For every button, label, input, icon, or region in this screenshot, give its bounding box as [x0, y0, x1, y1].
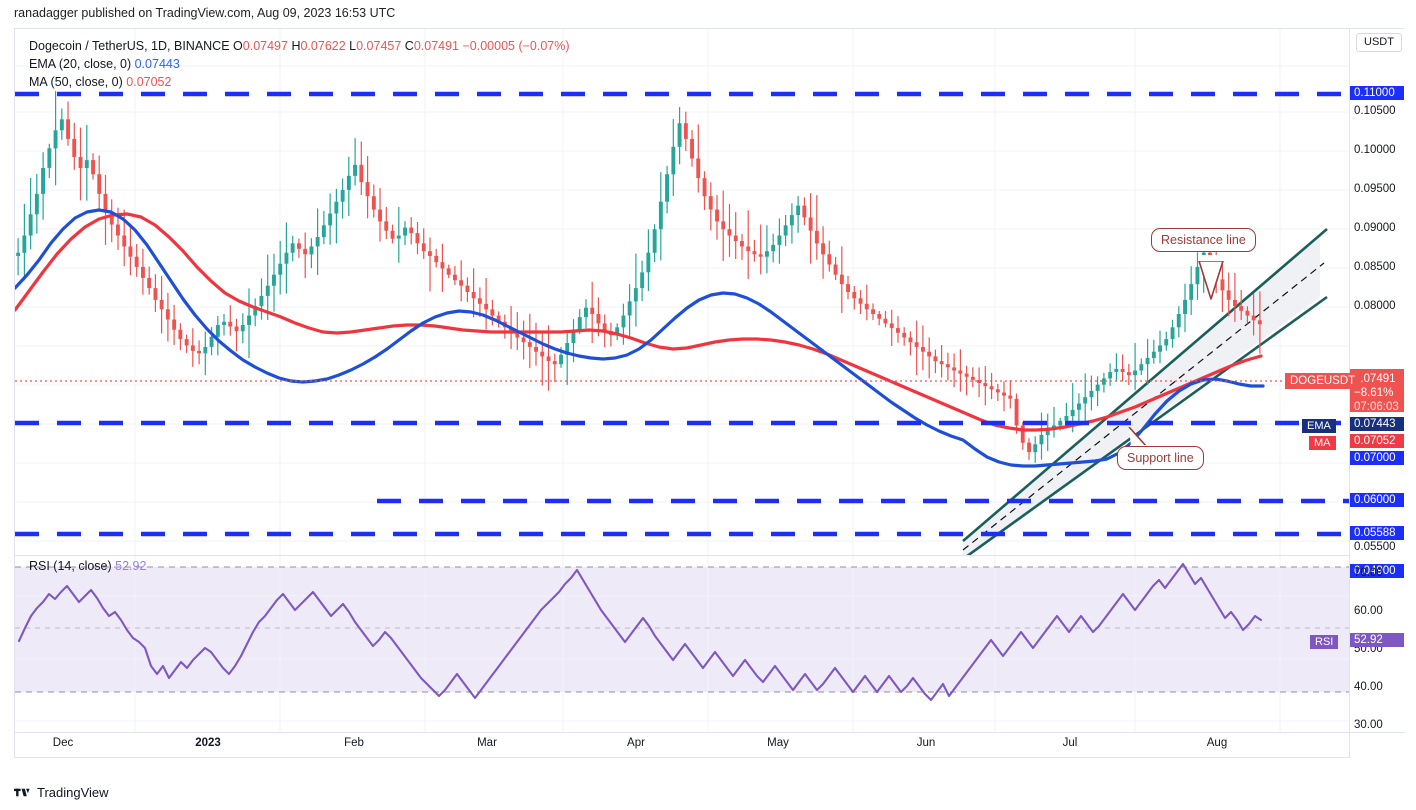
chart-frame: Dogecoin / TetherUS, 1D, BINANCE O0.0749…	[14, 28, 1405, 758]
change-percent: (−0.07%)	[518, 39, 570, 53]
resistance-trendline	[962, 228, 1328, 542]
price-pane[interactable]: Dogecoin / TetherUS, 1D, BINANCE O0.0749…	[15, 29, 1349, 555]
candlestick-series	[16, 91, 1262, 463]
ohlc-high-value: 0.07622	[300, 39, 346, 53]
ohlc-low-label: L	[349, 39, 357, 53]
level-badge-006000: 0.06000	[1350, 493, 1404, 507]
tradingview-logo-icon	[14, 788, 30, 797]
time-axis-separator	[15, 732, 1405, 733]
rsi-tick-1: 60.00	[1354, 605, 1383, 617]
resistance-line-callout-text: Resistance line	[1161, 233, 1246, 247]
ema-tag: EMA	[1302, 419, 1336, 433]
price-tick-1: 0.10000	[1354, 144, 1396, 156]
ohlc-open-label: O	[233, 39, 243, 53]
time-label-aug: Aug	[1206, 737, 1228, 749]
rsi-value-badge: 52.92	[1350, 633, 1404, 647]
ema-value-badge: 0.07443	[1350, 417, 1404, 431]
rsi-legend-label: RSI (14, close)	[29, 559, 112, 573]
ema-legend-label: EMA (20, close, 0)	[29, 57, 132, 71]
change-absolute: −0.00005	[462, 39, 515, 53]
price-plot	[15, 29, 1349, 555]
pane-divider	[15, 555, 1349, 556]
rsi-tag: RSI	[1310, 635, 1339, 649]
level-badge-011000: 0.11000	[1350, 86, 1404, 100]
ohlc-open-value: 0.07497	[242, 39, 288, 53]
attribution-text: ranadagger published on TradingView.com,…	[14, 6, 396, 20]
rsi-pane[interactable]: RSI (14, close) 52.92	[15, 556, 1349, 732]
branding: TradingView	[14, 785, 109, 800]
time-label-mar: Mar	[477, 737, 497, 749]
time-label-apr: Apr	[627, 737, 645, 749]
ma-legend[interactable]: MA (50, close, 0) 0.07052	[29, 75, 171, 89]
level-badge-007000: 0.07000	[1350, 451, 1404, 465]
ma-legend-label: MA (50, close, 0)	[29, 75, 123, 89]
branding-label: TradingView	[37, 785, 109, 800]
support-line-callout-text: Support line	[1127, 451, 1194, 465]
price-tick-3: 0.09000	[1354, 222, 1396, 234]
resistance-callout-pointer	[1198, 255, 1224, 300]
price-tick-partial: 0.05500	[1354, 541, 1396, 553]
ohlc-low-value: 0.07457	[356, 39, 402, 53]
ohlc-close-value: 0.07491	[413, 39, 459, 53]
symbol-title: Dogecoin / TetherUS, 1D, BINANCE	[29, 39, 230, 53]
ma-legend-value: 0.07052	[126, 75, 172, 89]
rsi-legend[interactable]: RSI (14, close) 52.92	[29, 559, 146, 573]
symbol-price-tag: DOGEUSDT	[1285, 373, 1361, 389]
rsi-band	[15, 567, 1349, 692]
symbol-legend: Dogecoin / TetherUS, 1D, BINANCE O0.0749…	[29, 39, 570, 53]
rsi-plot	[15, 556, 1349, 732]
bar-countdown: 07:06:03	[1354, 401, 1399, 413]
rsi-line	[17, 562, 1263, 702]
level-lines	[15, 91, 1349, 537]
time-label-feb: Feb	[344, 737, 364, 749]
rsi-tick-0: 70.00	[1354, 567, 1383, 579]
ema-legend[interactable]: EMA (20, close, 0) 0.07443	[29, 57, 180, 71]
time-label-2023: 2023	[195, 737, 221, 749]
price-tick-0: 0.10500	[1354, 105, 1396, 117]
currency-chip[interactable]: USDT	[1356, 33, 1402, 52]
channel-fill	[963, 234, 1320, 555]
ema20-line	[15, 208, 1265, 468]
current-price-change: −8.61%	[1354, 387, 1394, 399]
level-badge-004900: 0.04900	[1350, 564, 1404, 578]
ohlc-high-label: H	[291, 39, 301, 53]
rsi-tick-4: 30.00	[1354, 719, 1383, 731]
time-label-dec: Dec	[52, 737, 74, 749]
rsi-legend-value: 52.92	[115, 559, 147, 573]
price-tick-2: 0.09500	[1354, 183, 1396, 195]
current-price-value: 0.07491	[1354, 373, 1396, 385]
time-label-may: May	[767, 737, 789, 749]
resistance-line-callout[interactable]: Resistance line	[1151, 228, 1256, 252]
support-line-callout[interactable]: Support line	[1117, 446, 1204, 470]
level-badge-005588: 0.05588	[1350, 526, 1404, 540]
price-tick-5: 0.08000	[1354, 300, 1396, 312]
ma-value-badge: 0.07052	[1350, 434, 1404, 448]
ma-tag: MA	[1309, 436, 1336, 450]
rsi-tick-3: 40.00	[1354, 681, 1383, 693]
ma50-line	[15, 212, 1263, 432]
price-axis[interactable]: USDT 0.11000 0.10500 0.10000 0.09500 0.0…	[1349, 29, 1404, 758]
time-label-jul: Jul	[1062, 737, 1078, 749]
ohlc-close-label: C	[404, 39, 414, 53]
time-label-jun: Jun	[916, 737, 936, 749]
time-axis[interactable]: Dec 2023 Feb Mar Apr May Jun Jul Aug	[15, 733, 1405, 758]
ema-legend-value: 0.07443	[134, 57, 180, 71]
price-tick-4: 0.08500	[1354, 261, 1396, 273]
